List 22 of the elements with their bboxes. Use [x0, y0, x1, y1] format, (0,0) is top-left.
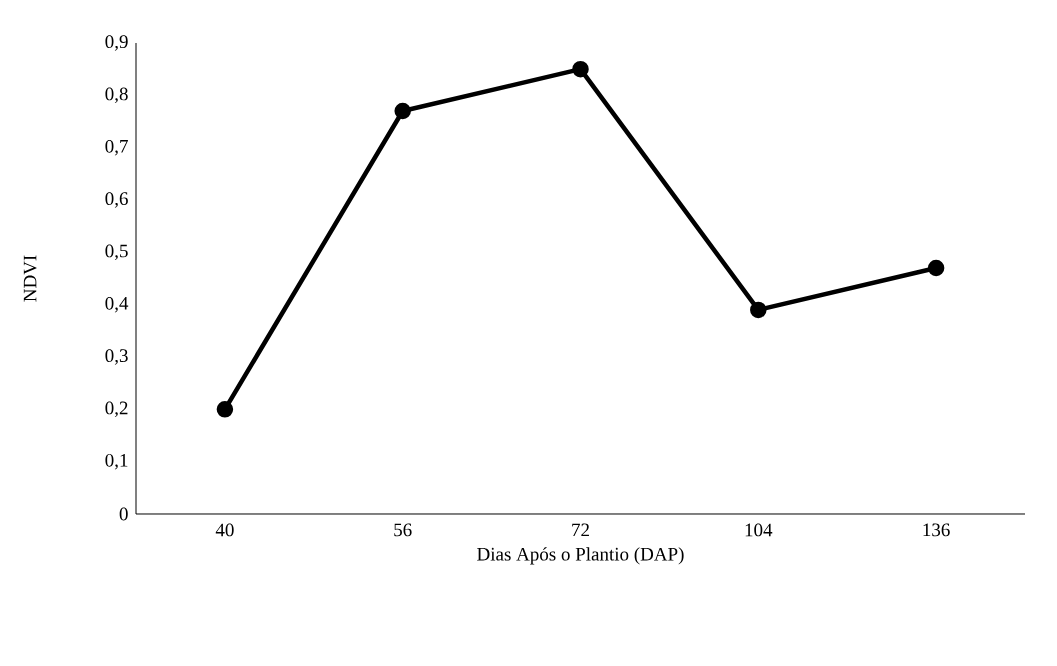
x-tick-label: 56	[394, 523, 412, 537]
point	[572, 60, 589, 78]
point	[216, 401, 234, 418]
x-tick-label: 72	[572, 523, 589, 537]
point	[750, 301, 767, 319]
x-tick-label: 136	[923, 523, 950, 537]
x-tick-label: 104	[745, 523, 773, 537]
x-axis-title: Dias Após o Plantio (DAP)	[477, 547, 684, 565]
x-tick-label: 40	[215, 523, 234, 537]
y-tick-label: 0,5	[105, 244, 128, 261]
y-axis-title: NDVI	[23, 255, 37, 302]
y-tick-label: 0,1	[105, 453, 128, 470]
y-tick-label: 0	[119, 507, 128, 521]
y-tick-label: 0,2	[105, 401, 128, 418]
y-tick-label: 0,9	[105, 35, 128, 51]
point	[394, 102, 411, 120]
y-tick-label: 0,7	[105, 139, 128, 156]
y-tick-label: 0,8	[105, 87, 128, 104]
y-tick-label: 0,4	[105, 296, 129, 313]
y-tick-label: 0,3	[105, 349, 128, 365]
point	[927, 259, 945, 277]
y-tick-label: 0,6	[105, 192, 128, 208]
